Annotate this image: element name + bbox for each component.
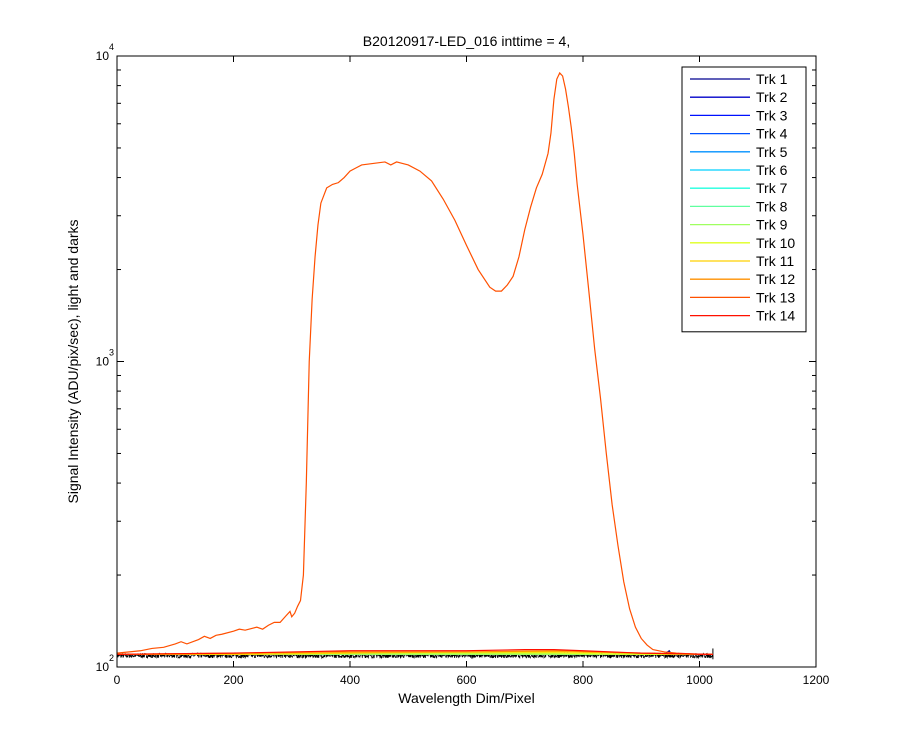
- legend-label-trk-7: Trk 7: [756, 180, 788, 196]
- x-tick-label: 800: [573, 673, 593, 687]
- x-tick-label: 0: [114, 673, 121, 687]
- x-tick-label: 200: [223, 673, 243, 687]
- legend: Trk 1 Trk 2 Trk 3 Trk 4 Trk 5 Trk 6 Trk 7 Trk 8…: [681, 66, 807, 333]
- x-tick-label: 600: [456, 673, 476, 687]
- x-tick-label: 1000: [686, 673, 713, 687]
- legend-label-trk-4: Trk 4: [756, 126, 788, 142]
- x-tick-label: 1200: [803, 673, 830, 687]
- y-tick-exponent: 3: [109, 348, 114, 358]
- legend-label-trk-3: Trk 3: [756, 107, 788, 123]
- y-axis-label: Signal Intensity (ADU/pix/sec), light an…: [65, 219, 81, 503]
- legend-label-trk-9: Trk 9: [756, 217, 788, 233]
- legend-label-trk-8: Trk 8: [756, 198, 788, 214]
- y-tick-exponent: 2: [109, 653, 114, 663]
- legend-label-trk-1: Trk 1: [756, 71, 788, 87]
- y-tick-label: 10: [96, 49, 110, 63]
- legend-label-trk-11: Trk 11: [756, 253, 794, 269]
- y-tick-label: 10: [96, 355, 110, 369]
- legend-box: [681, 66, 807, 333]
- legend-label-trk-10: Trk 10: [756, 235, 795, 251]
- series-line-trk-14: [116, 649, 713, 655]
- legend-label-trk-13: Trk 13: [756, 289, 795, 305]
- legend-label-trk-14: Trk 14: [756, 308, 795, 324]
- x-tick-label: 400: [340, 673, 360, 687]
- legend-label-trk-12: Trk 12: [756, 271, 795, 287]
- legend-label-trk-5: Trk 5: [756, 144, 788, 160]
- series-line-trk-13: [116, 71, 713, 655]
- y-tick-label: 10: [96, 660, 110, 674]
- y-tick-exponent: 4: [109, 42, 114, 52]
- legend-label-trk-6: Trk 6: [756, 162, 788, 178]
- series-layer: [116, 71, 713, 655]
- legend-label-trk-2: Trk 2: [756, 89, 788, 105]
- x-axis-label: Wavelength Dim/Pixel: [398, 690, 534, 706]
- chart-title: B20120917-LED_016 inttime = 4,: [363, 33, 570, 49]
